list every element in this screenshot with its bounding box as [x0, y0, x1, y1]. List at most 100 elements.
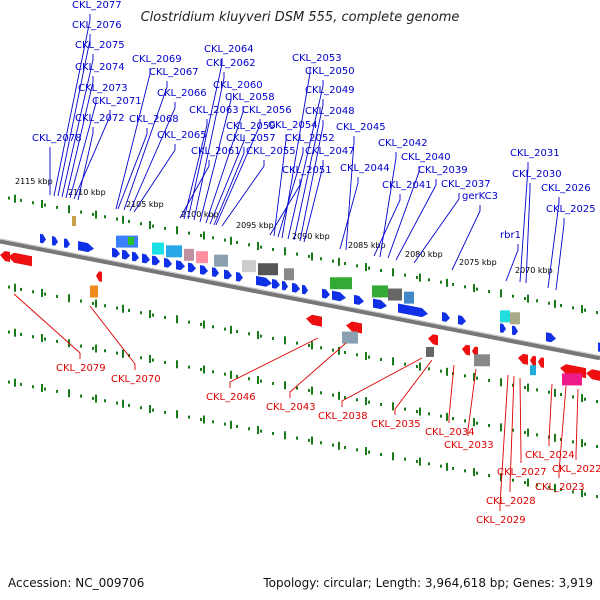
track-tick: [365, 352, 367, 361]
forward-gene-arrow: [176, 260, 185, 271]
track-dot: [344, 350, 346, 354]
forward-gene-label: CKL_2067: [149, 67, 199, 78]
forward-gene-arrow: [236, 271, 243, 282]
tick-label: 2115 kbp: [15, 177, 53, 186]
track-tick: [392, 357, 394, 366]
track-dot: [548, 301, 550, 305]
track-dot: [332, 348, 334, 352]
forward-gene-block: [166, 245, 182, 258]
forward-gene-block: [116, 235, 138, 248]
track-tick: [419, 362, 421, 371]
track-dot: [368, 355, 370, 359]
track-dot: [44, 387, 46, 391]
reverse-gene-label: CKL_2035: [371, 419, 421, 430]
forward-gene-block: [284, 268, 294, 281]
track-tick: [95, 299, 97, 308]
track-dot: [476, 287, 478, 291]
track-dot: [380, 402, 382, 406]
track-dot: [512, 383, 514, 387]
track-tick: [446, 367, 448, 376]
track-dot: [584, 442, 586, 446]
reverse-label-leader: [289, 342, 347, 398]
forward-label-leader: [519, 162, 529, 283]
track-tick: [392, 452, 394, 461]
track-dot: [332, 259, 334, 263]
track-dot: [548, 485, 550, 489]
track-tick: [527, 428, 529, 437]
forward-gene-arrow: [212, 267, 219, 277]
track-tick: [392, 268, 394, 277]
forward-gene-label: CKL_2053: [292, 53, 342, 64]
forward-gene-arrow: [332, 290, 346, 302]
forward-gene-label: CKL_2072: [75, 113, 125, 124]
track-tick: [500, 473, 502, 482]
track-dot: [200, 322, 202, 326]
track-dot: [80, 394, 82, 398]
tick-label: 2075 kbp: [459, 258, 497, 267]
track-tick: [14, 283, 16, 292]
track-dot: [260, 429, 262, 433]
track-tick: [284, 247, 286, 256]
forward-gene-label: CKL_2031: [510, 148, 560, 159]
forward-gene-arrow: [200, 264, 208, 275]
forward-gene-label: CKL_2058: [225, 92, 275, 103]
forward-gene-block: [196, 251, 208, 264]
track-dot: [248, 427, 250, 431]
track-dot: [56, 389, 58, 393]
track-tick: [581, 305, 583, 314]
track-dot: [116, 351, 118, 355]
forward-gene-label: CKL_2077: [72, 0, 122, 11]
reverse-gene-block: [562, 373, 582, 386]
track-dot: [128, 353, 130, 357]
track-dot: [248, 377, 250, 381]
track-dot: [236, 240, 238, 244]
forward-label-leader: [65, 76, 94, 199]
genome-backbone: [0, 238, 600, 361]
track-dot: [452, 417, 454, 421]
reverse-label-leader: [229, 337, 319, 388]
forward-gene-label: rbr1: [500, 230, 521, 241]
forward-gene-label: CKL_2039: [418, 165, 468, 176]
track-tick: [365, 263, 367, 272]
forward-gene-label: CKL_2049: [305, 85, 355, 96]
track-tick: [500, 378, 502, 387]
reverse-gene-label: CKL_2027: [497, 467, 547, 478]
track-tick: [41, 383, 43, 392]
track-dot: [248, 332, 250, 336]
track-tick: [446, 412, 448, 421]
forward-label-leader: [293, 99, 324, 241]
track-dot: [512, 478, 514, 482]
track-dot: [560, 488, 562, 492]
forward-gene-arrow: [256, 275, 272, 287]
track-dot: [200, 367, 202, 371]
forward-label-leader: [57, 34, 91, 197]
forward-gene-arrow: [512, 325, 518, 336]
track-tick: [257, 242, 259, 251]
accession-text: Accession: NC_009706: [8, 576, 145, 590]
track-tick: [14, 378, 16, 387]
forward-gene-block: [404, 291, 414, 304]
reverse-gene-label: CKL_2079: [56, 363, 106, 374]
tick-label: 2090 kbp: [292, 232, 330, 241]
track-dot: [236, 374, 238, 378]
forward-label-leader: [61, 54, 94, 198]
track-dot: [140, 356, 142, 360]
forward-gene-arrow: [40, 233, 46, 244]
forward-label-leader: [187, 58, 223, 220]
track-dot: [8, 285, 10, 289]
track-dot: [404, 273, 406, 277]
track-dot: [536, 388, 538, 392]
track-dot: [128, 219, 130, 223]
track-dot: [92, 396, 94, 400]
forward-label-leader: [287, 80, 324, 240]
track-dot: [536, 483, 538, 487]
forward-label-leader: [53, 14, 91, 197]
track-tick: [419, 407, 421, 416]
track-dot: [116, 217, 118, 221]
track-dot: [560, 304, 562, 308]
reverse-gene-label: CKL_2023: [535, 482, 585, 493]
track-dot: [116, 401, 118, 405]
track-tick: [122, 349, 124, 358]
track-dot: [344, 261, 346, 265]
forward-gene-label: CKL_2052: [285, 133, 335, 144]
